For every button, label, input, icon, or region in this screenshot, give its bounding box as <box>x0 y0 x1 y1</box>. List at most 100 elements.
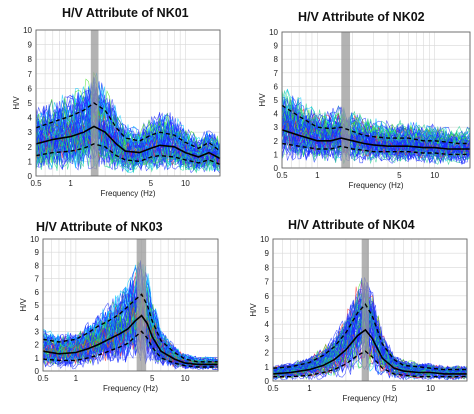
y-tick-label: 4 <box>28 114 33 123</box>
y-tick-label: 6 <box>274 82 279 91</box>
y-tick-label: 6 <box>28 84 33 93</box>
std-upper-curve <box>272 303 467 371</box>
std-lower-curve <box>35 143 221 165</box>
window-curve <box>282 96 470 148</box>
std-upper-curve <box>42 293 218 363</box>
y-tick-label: 7 <box>274 69 279 78</box>
y-tick-label: 6 <box>265 292 270 301</box>
y-axis-label: H/V <box>19 298 28 312</box>
x-tick-label: 5 <box>149 179 154 188</box>
x-tick-label: 0.5 <box>37 374 49 383</box>
x-tick-label: 1 <box>74 374 79 383</box>
y-tick-label: 10 <box>269 28 278 37</box>
x-tick-label: 5 <box>397 171 402 180</box>
chart-panel-nk01: H/V Attribute of NK01 0 1 2 3 4 5 6 7 8 9 10 0.5 1 5 1… <box>0 0 230 205</box>
window-curve <box>36 124 220 172</box>
x-axis-label: Frequency (Hz) <box>100 189 155 198</box>
window-curves <box>282 88 470 166</box>
y-tick-label: 0 <box>28 172 33 181</box>
y-tick-label: 9 <box>265 249 270 258</box>
window-curve <box>282 105 470 149</box>
y-axis-label: H/V <box>258 93 267 107</box>
y-tick-label: 7 <box>28 70 33 79</box>
mean-curve <box>35 125 221 160</box>
y-tick-label: 1 <box>274 150 279 159</box>
peak-band <box>361 239 369 381</box>
y-axis-label: H/V <box>249 303 258 317</box>
x-tick-label: 10 <box>426 384 435 393</box>
std-lower-curve <box>281 142 470 156</box>
y-tick-label: 3 <box>265 334 270 343</box>
chart-title: H/V Attribute of NK01 <box>62 6 189 20</box>
window-curve <box>282 104 470 154</box>
y-tick-label: 8 <box>35 261 40 270</box>
y-tick-label: 1 <box>28 157 33 166</box>
y-tick-label: 7 <box>35 275 40 284</box>
y-tick-label: 8 <box>274 55 279 64</box>
plot-frame <box>42 238 219 372</box>
y-tick-label: 3 <box>274 123 279 132</box>
window-curve <box>36 129 220 169</box>
window-curve <box>273 303 467 376</box>
std-lower-curve <box>42 330 218 368</box>
window-curve <box>282 133 470 165</box>
y-tick-label: 9 <box>274 42 279 51</box>
window-curve <box>36 132 220 171</box>
y-tick-label: 10 <box>260 235 269 244</box>
window-curve <box>36 84 220 157</box>
std-lower-curve <box>273 350 467 378</box>
chart-title: H/V Attribute of NK03 <box>36 220 163 234</box>
y-tick-label: 0 <box>35 367 40 376</box>
chart-panel-nk03: H/V Attribute of NK03 0 1 2 3 4 5 6 7 8 9 10 0.5 1 5 1… <box>0 210 230 409</box>
chart-nk02: 0 1 2 3 4 5 6 7 8 9 10 0.5 1 5 10 Frequency (Hz) H/V <box>258 28 471 190</box>
window-curve <box>282 111 470 155</box>
x-tick-label: 1 <box>68 179 73 188</box>
chart-panel-nk02: H/V Attribute of NK02 0 1 2 3 4 5 6 7 8 9 10 0.5 1 5 1… <box>240 0 474 205</box>
y-axis-label: H/V <box>12 96 21 110</box>
window-curve <box>282 135 470 164</box>
peak-band <box>341 32 351 168</box>
y-tick-label: 4 <box>265 320 270 329</box>
y-tick-label: 4 <box>274 110 279 119</box>
window-curve <box>36 104 220 162</box>
x-tick-label: 0.5 <box>30 179 42 188</box>
mean-curve <box>281 129 470 150</box>
x-tick-label: 10 <box>181 374 190 383</box>
y-tick-label: 5 <box>35 301 40 310</box>
window-curve <box>273 337 467 381</box>
chart-nk03: 0 1 2 3 4 5 6 7 8 9 10 0.5 1 5 10 Frequency (Hz) H/V <box>19 235 219 393</box>
x-tick-label: 1 <box>307 384 312 393</box>
x-tick-label: 10 <box>181 179 190 188</box>
x-tick-label: 5 <box>150 374 155 383</box>
y-tick-label: 10 <box>23 26 32 35</box>
y-tick-label: 10 <box>30 235 39 244</box>
x-axis-label: Frequency (Hz) <box>348 181 403 190</box>
window-curve <box>36 80 220 150</box>
window-curve <box>282 121 470 158</box>
y-tick-label: 3 <box>28 128 33 137</box>
chart-title: H/V Attribute of NK04 <box>288 218 415 232</box>
chart-title: H/V Attribute of NK02 <box>298 10 425 24</box>
x-tick-label: 1 <box>315 171 320 180</box>
window-curve <box>282 107 470 150</box>
window-curve <box>282 99 470 148</box>
window-curve <box>43 263 218 363</box>
y-tick-label: 1 <box>265 363 270 372</box>
y-tick-label: 7 <box>265 278 270 287</box>
x-tick-label: 0.5 <box>276 171 288 180</box>
y-tick-label: 1 <box>35 354 40 363</box>
chart-panel-nk04: H/V Attribute of NK04 0 1 2 3 4 5 6 7 8 9 10 0.5 1 5 1… <box>240 210 474 409</box>
y-tick-label: 5 <box>274 96 279 105</box>
x-axis-label: Frequency (Hz) <box>342 394 397 403</box>
std-upper-curve <box>35 102 221 152</box>
y-tick-label: 0 <box>274 164 279 173</box>
chart-nk04: 0 1 2 3 4 5 6 7 8 9 10 0.5 1 5 10 Frequency (Hz) H/V <box>249 235 468 403</box>
y-tick-label: 8 <box>28 55 33 64</box>
chart-nk01: 0 1 2 3 4 5 6 7 8 9 10 0.5 1 5 10 Frequency (Hz) H/V <box>12 26 221 198</box>
y-tick-label: 5 <box>28 99 33 108</box>
plot-frame <box>272 238 468 382</box>
window-curve <box>273 301 467 375</box>
y-tick-label: 4 <box>35 314 40 323</box>
y-tick-label: 6 <box>35 288 40 297</box>
x-axis-label: Frequency (Hz) <box>103 384 158 393</box>
